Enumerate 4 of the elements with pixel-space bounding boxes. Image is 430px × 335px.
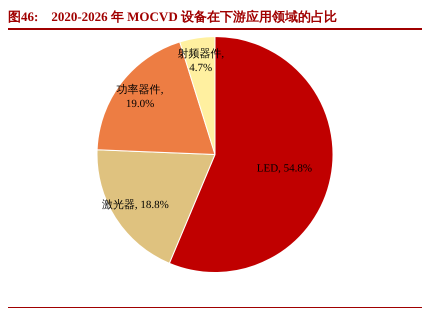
slice-label: 激光器, 18.8% <box>102 198 169 212</box>
slice-label: 功率器件, 19.0% <box>116 82 164 110</box>
slice-label: LED, 54.8% <box>256 162 312 174</box>
chart-title: 图46: 2020-2026 年 MOCVD 设备在下游应用领域的占比 <box>8 8 422 30</box>
